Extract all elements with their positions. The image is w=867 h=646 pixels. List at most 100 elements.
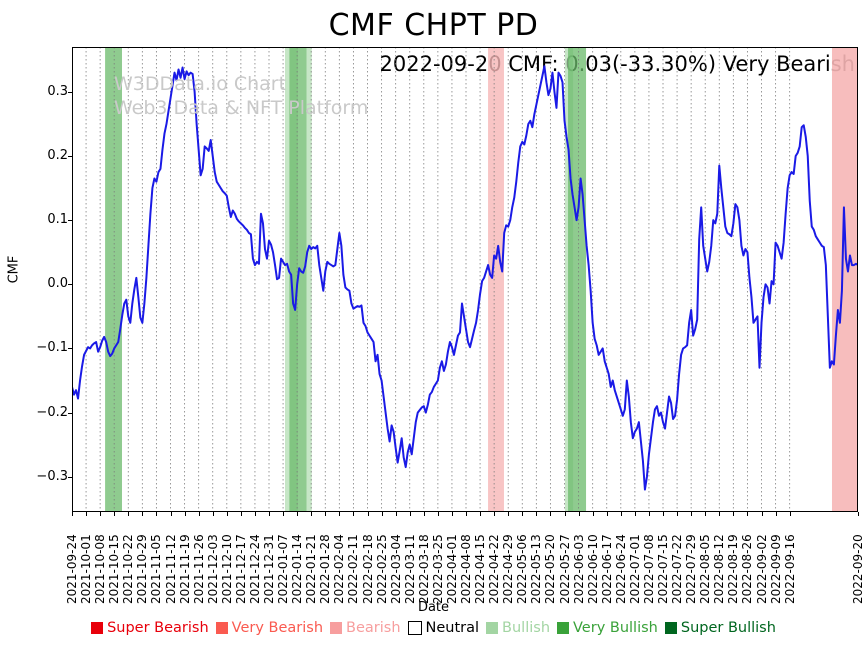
x-tick-label: 2022-04-15 (473, 534, 488, 604)
legend-swatch-icon (664, 622, 677, 634)
x-tick-label: 2022-03-25 (430, 534, 445, 604)
x-tick-mark (423, 512, 425, 516)
x-tick-label: 2022-08-26 (740, 534, 755, 604)
x-tick-label: 2022-04-08 (459, 534, 473, 604)
signal-band (488, 47, 504, 512)
legend-item[interactable]: Very Bullish (555, 620, 660, 636)
x-tick-label: 2022-03-11 (402, 534, 417, 604)
x-tick-mark (691, 512, 693, 516)
y-axis-tick-labels: −0.3 −0.2 −0.1 0.0 0.1 0.2 0.3 (16, 0, 72, 646)
legend-item[interactable]: Neutral (406, 620, 482, 636)
x-tick-mark (747, 512, 749, 516)
x-tick-mark (451, 512, 453, 516)
x-tick-mark (578, 512, 580, 516)
x-tick-label: 2022-04-29 (501, 534, 516, 604)
legend: Super Bearish Very Bearish Bearish Neutral B… (0, 620, 867, 636)
y-tick-mark (68, 412, 72, 414)
legend-label: Super Bearish (107, 620, 209, 636)
x-tick-mark (508, 512, 510, 516)
x-tick-label: 2022-05-27 (557, 534, 572, 604)
x-tick-label: 2021-12-03 (205, 534, 220, 604)
x-tick-mark (339, 512, 341, 516)
x-tick-label: 2022-07-29 (684, 534, 699, 604)
x-tick-mark (254, 512, 256, 516)
chart-title: CMF CHPT PD (328, 8, 539, 43)
signal-band (568, 47, 587, 512)
x-tick-label: 2022-03-04 (388, 534, 403, 604)
x-tick-label: 2022-06-03 (571, 534, 586, 604)
x-tick-label: 2021-12-31 (262, 534, 276, 604)
x-tick-label: 2022-07-22 (670, 534, 685, 604)
x-tick-label: 2022-01-21 (304, 534, 319, 604)
y-tick-label: 0.2 (47, 148, 68, 164)
x-tick-mark (240, 512, 242, 516)
y-tick-mark (68, 91, 72, 93)
x-tick-label: 2022-02-11 (346, 534, 361, 604)
y-tick-label: −0.1 (36, 340, 68, 356)
x-tick-mark (114, 512, 116, 516)
cmf-series-line (72, 65, 858, 491)
x-tick-mark (719, 512, 721, 516)
x-tick-mark (761, 512, 763, 516)
y-tick-label: −0.3 (36, 468, 68, 484)
x-tick-label: 2022-08-19 (726, 534, 741, 604)
x-tick-label: 2021-10-01 (79, 534, 94, 604)
legend-item[interactable]: Very Bearish (214, 620, 325, 636)
x-tick-label: 2022-07-08 (641, 534, 656, 604)
x-tick-mark (170, 512, 172, 516)
x-tick-label: 2021-10-15 (107, 534, 122, 604)
x-tick-mark (86, 512, 88, 516)
x-tick-mark (156, 512, 158, 516)
y-tick-label: 0.0 (47, 276, 68, 292)
x-tick-label: 2022-05-20 (543, 534, 558, 604)
legend-item[interactable]: Bullish (484, 620, 552, 636)
x-tick-label: 2021-11-19 (177, 534, 192, 604)
x-tick-mark (536, 512, 538, 516)
x-tick-label: 2022-03-18 (416, 534, 431, 604)
x-tick-mark (283, 512, 285, 516)
legend-label: Bullish (502, 620, 551, 636)
x-tick-mark (212, 512, 214, 516)
x-tick-label: 2021-10-22 (121, 534, 136, 604)
x-tick-mark (311, 512, 313, 516)
x-tick-mark (128, 512, 130, 516)
x-tick-mark (620, 512, 622, 516)
x-tick-mark (648, 512, 650, 516)
x-tick-mark (677, 512, 679, 516)
x-tick-mark (437, 512, 439, 516)
x-tick-mark (409, 512, 411, 516)
x-tick-label: 2022-08-12 (712, 534, 727, 604)
x-tick-label: 2021-12-24 (247, 534, 262, 604)
x-tick-label: 2021-11-05 (149, 534, 164, 604)
legend-item[interactable]: Super Bearish (89, 620, 211, 636)
y-tick-label: −0.2 (36, 404, 68, 420)
y-tick-mark (68, 220, 72, 222)
y-tick-mark (68, 284, 72, 286)
legend-item[interactable]: Super Bullish (663, 620, 778, 636)
x-tick-mark (466, 512, 467, 516)
x-tick-label: 2022-09-20 (851, 534, 865, 604)
x-tick-mark (564, 512, 566, 516)
y-tick-mark (68, 476, 72, 478)
y-tick-mark (68, 348, 72, 350)
x-tick-mark (226, 512, 228, 516)
x-tick-mark (606, 512, 608, 516)
x-tick-mark (381, 512, 383, 516)
x-tick-mark (733, 512, 735, 516)
x-tick-label: 2021-11-12 (163, 534, 178, 604)
x-tick-label: 2021-09-24 (65, 534, 79, 604)
x-tick-mark (72, 512, 73, 516)
x-tick-mark (592, 512, 594, 516)
plot-border (72, 47, 858, 512)
y-tick-label: 0.1 (47, 212, 68, 228)
legend-label: Very Bullish (573, 620, 658, 636)
x-tick-label: 2022-04-22 (487, 534, 502, 604)
x-tick-label: 2022-05-06 (515, 534, 530, 604)
x-tick-mark (353, 512, 355, 516)
legend-item[interactable]: Bearish (328, 620, 403, 636)
y-tick-label: 0.3 (47, 83, 68, 99)
legend-label: Very Bearish (231, 620, 324, 636)
x-tick-label: 2022-08-05 (698, 534, 713, 604)
legend-swatch-icon (557, 622, 570, 634)
